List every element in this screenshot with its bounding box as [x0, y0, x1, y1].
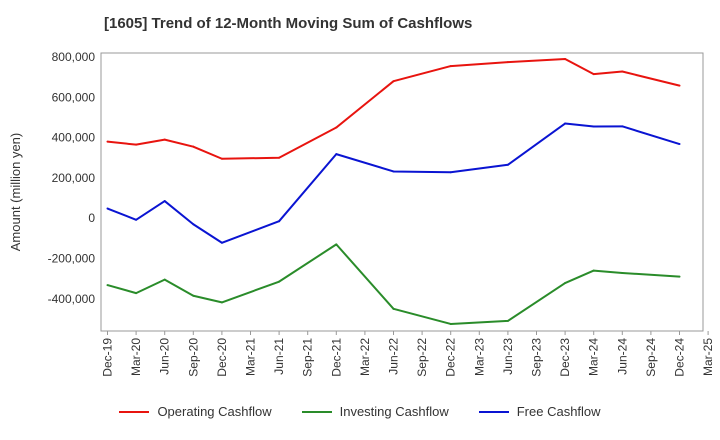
data-point: [135, 143, 138, 146]
data-point: [592, 125, 595, 128]
data-point: [220, 301, 223, 304]
x-tick-label: Mar-23: [472, 338, 486, 376]
data-point: [506, 163, 509, 166]
data-point: [278, 280, 281, 283]
x-tick-label: Mar-25: [701, 338, 715, 376]
data-point: [192, 294, 195, 297]
data-point: [335, 126, 338, 129]
data-point: [621, 70, 624, 73]
x-tick-label: Jun-22: [387, 338, 401, 375]
x-tick-label: Mar-20: [129, 338, 143, 376]
data-point: [678, 275, 681, 278]
legend-item: Investing Cashflow: [301, 404, 449, 419]
series-line-0: [107, 58, 680, 160]
data-point: [564, 122, 567, 125]
data-point: [106, 207, 109, 210]
legend-label: Operating Cashflow: [157, 404, 272, 419]
x-tick-label: Sep-23: [530, 338, 544, 377]
data-point: [449, 322, 452, 325]
x-tick-label: Dec-24: [673, 338, 687, 377]
data-point: [278, 156, 281, 159]
series-lines: [106, 58, 681, 325]
x-tick-label: Mar-24: [587, 338, 601, 376]
x-tick-label: Sep-20: [186, 338, 200, 377]
data-point: [220, 157, 223, 160]
x-tick-label: Dec-21: [329, 338, 343, 377]
data-point: [678, 143, 681, 146]
legend-swatch: [301, 410, 332, 413]
data-point: [163, 278, 166, 281]
data-point: [592, 269, 595, 272]
legend: Operating Cashflow Investing Cashflow Free…: [0, 404, 720, 419]
x-tick-label: Dec-23: [558, 338, 572, 377]
x-tick-label: Jun-20: [158, 338, 172, 375]
legend-swatch: [119, 410, 150, 413]
x-tick-label: Mar-21: [244, 338, 258, 376]
x-tick-label: Jun-24: [615, 338, 629, 375]
y-tick-label: -400,000: [48, 292, 96, 306]
x-tick-label: Dec-20: [215, 338, 229, 377]
y-tick-label: 200,000: [52, 171, 96, 185]
x-tick-label: Sep-24: [644, 338, 658, 377]
data-point: [135, 218, 138, 221]
data-point: [449, 171, 452, 174]
legend-label: Investing Cashflow: [339, 404, 449, 419]
x-tick-label: Sep-22: [415, 338, 429, 377]
plot-frame: [100, 52, 704, 332]
y-axis-title: Amount (million yen): [8, 133, 23, 252]
chart-title: [1605] Trend of 12-Month Moving Sum of C…: [104, 15, 473, 32]
x-tick-label: Sep-21: [301, 338, 315, 377]
data-point: [678, 84, 681, 87]
data-point: [106, 140, 109, 143]
data-point: [163, 138, 166, 141]
data-point: [392, 80, 395, 83]
legend-item: Free Cashflow: [478, 404, 601, 419]
y-tick-label: 800,000: [52, 50, 96, 64]
data-point: [135, 292, 138, 295]
data-point: [335, 243, 338, 246]
data-point: [506, 319, 509, 322]
axes: [100, 52, 709, 335]
data-point: [621, 125, 624, 128]
tick-labels: -400,000 -200,000 0 200,000 400,000 600,000 80…: [8, 50, 715, 377]
y-tick-label: 600,000: [52, 90, 96, 104]
data-point: [220, 241, 223, 244]
data-point: [392, 170, 395, 173]
data-point: [192, 145, 195, 148]
data-point: [506, 61, 509, 64]
data-point: [278, 220, 281, 223]
data-point: [392, 307, 395, 310]
legend-swatch: [478, 410, 509, 413]
data-point: [335, 153, 338, 156]
series-line-2: [107, 122, 680, 244]
x-tick-label: Jun-23: [501, 338, 515, 375]
data-point: [106, 284, 109, 287]
x-tick-label: Dec-22: [444, 338, 458, 377]
legend-item: Operating Cashflow: [119, 404, 272, 419]
y-tick-label: 400,000: [52, 131, 96, 145]
data-point: [564, 282, 567, 285]
legend-label: Free Cashflow: [516, 404, 601, 419]
data-point: [192, 223, 195, 226]
data-point: [163, 200, 166, 203]
data-point: [564, 58, 567, 61]
y-tick-label: 0: [88, 211, 95, 225]
x-tick-label: Mar-22: [358, 338, 372, 376]
y-tick-label: -200,000: [48, 251, 96, 265]
data-point: [449, 65, 452, 68]
data-point: [621, 271, 624, 274]
x-tick-label: Jun-21: [272, 338, 286, 375]
x-tick-label: Dec-19: [101, 338, 115, 377]
data-point: [592, 73, 595, 76]
series-line-1: [107, 243, 680, 325]
